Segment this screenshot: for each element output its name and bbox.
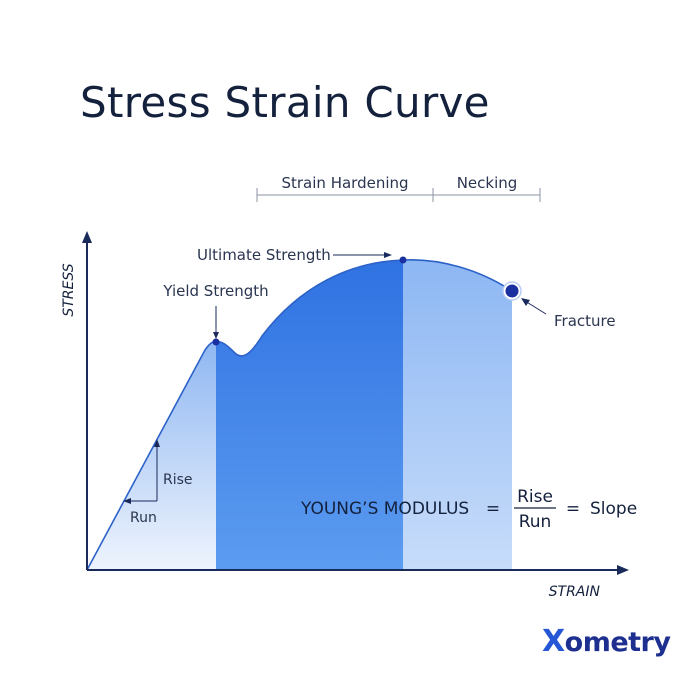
- rise-label: Rise: [163, 472, 193, 488]
- yield-arrow-icon: [213, 332, 219, 339]
- page-title: Stress Strain Curve: [80, 78, 490, 127]
- x-axis-arrow-icon: [617, 565, 629, 575]
- logo-x: X: [542, 624, 565, 659]
- necking-label: Necking: [457, 174, 518, 192]
- fracture-arrow-icon: [521, 298, 530, 306]
- run-arrow-icon: [123, 498, 131, 504]
- region-brackets: [256, 188, 541, 202]
- fracture-point: [505, 284, 519, 298]
- run-label: Run: [130, 510, 157, 526]
- ultimate-strength-label: Ultimate Strength: [197, 246, 331, 264]
- plastic-region: [216, 260, 403, 570]
- logo-wordmark: ometry: [564, 627, 671, 658]
- formula-denominator: Run: [519, 512, 552, 532]
- formula-youngs-modulus: YOUNG’S MODULUS: [300, 499, 469, 519]
- formula-equals-1: =: [486, 499, 500, 519]
- formula-numerator: Rise: [517, 487, 553, 507]
- x-axis-label: STRAIN: [549, 584, 601, 600]
- formula-equals-2: =: [566, 499, 580, 519]
- strain-hardening-label: Strain Hardening: [281, 174, 408, 192]
- fracture-label: Fracture: [554, 312, 616, 330]
- xometry-logo: Xometry: [542, 624, 671, 659]
- y-axis-arrow-icon: [82, 231, 92, 243]
- elastic-region: [87, 341, 216, 570]
- ultimate-strength-point: [399, 256, 407, 264]
- yield-strength-label: Yield Strength: [162, 282, 268, 300]
- rise-arrow-icon: [154, 439, 160, 447]
- yield-strength-point: [212, 338, 220, 346]
- fracture-leader: [524, 300, 547, 315]
- y-axis-label: STRESS: [61, 263, 77, 316]
- necking-region: [403, 259, 512, 570]
- ultimate-arrow-icon: [384, 252, 392, 258]
- formula-result: Slope: [590, 499, 637, 519]
